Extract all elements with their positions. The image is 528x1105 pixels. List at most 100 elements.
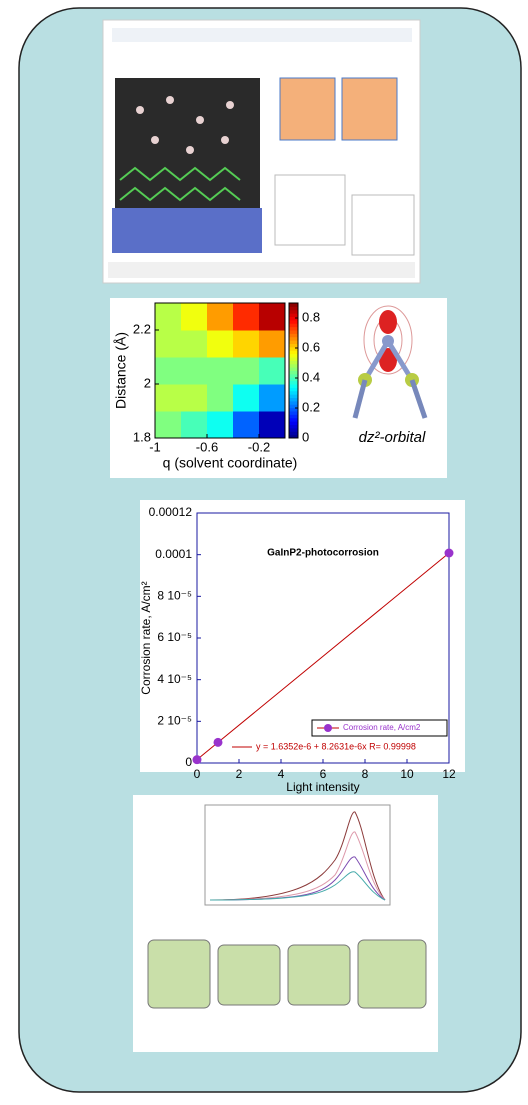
heat-cell	[181, 411, 208, 439]
heat-cell	[233, 330, 260, 358]
heat-cell	[155, 411, 182, 439]
heat-cell	[155, 330, 182, 358]
heat-cell	[207, 411, 234, 439]
x-tick-label: 6	[320, 767, 327, 781]
colorbar-tick-label: 0.4	[302, 369, 320, 384]
plot-frame	[154, 302, 286, 439]
colorbar-segment	[289, 394, 298, 398]
x-tick-label: 8	[362, 767, 369, 781]
heat-cell	[259, 303, 286, 331]
colorbar-segment	[289, 434, 298, 439]
colorbar-segment	[289, 309, 298, 314]
heat-cell	[181, 357, 208, 385]
y-tick-label: 4 10⁻⁵	[157, 672, 192, 686]
legend-label: Corrosion rate, A/cm2	[343, 723, 421, 732]
x-tick-label: -1	[149, 439, 161, 454]
x-tick-label: -0.6	[196, 439, 218, 454]
y-axis-label: Distance (Å)	[113, 332, 129, 409]
colorbar-segment	[289, 400, 298, 405]
heat-cell	[181, 303, 208, 331]
legend-box	[311, 719, 448, 737]
colorbar-segment	[289, 363, 298, 368]
colorbar-segment	[289, 373, 298, 378]
x-axis-label: Light intensity	[286, 780, 359, 794]
x-tick-label: 2	[236, 767, 243, 781]
colorbar-segment	[289, 417, 298, 422]
legend-marker	[324, 724, 332, 732]
caption: dz²-orbital	[359, 429, 426, 446]
data-point	[444, 548, 454, 558]
y-tick-label: 8 10⁻⁵	[157, 589, 192, 603]
heat-cell	[155, 357, 182, 385]
heat-cell	[233, 384, 260, 412]
y-axis-label: Corrosion rate, A/cm²	[139, 581, 153, 694]
colorbar-segment	[289, 353, 298, 358]
y-tick-label: 0	[185, 755, 192, 769]
x-tick-label: 4	[278, 767, 285, 781]
colorbar-segment	[289, 306, 298, 311]
colorbar-segment	[289, 360, 298, 365]
colorbar-segment	[289, 380, 298, 385]
y-tick-label: 2	[144, 375, 151, 390]
heat-cell	[155, 303, 182, 331]
colorbar-frame	[288, 302, 299, 439]
colorbar-segment	[289, 397, 298, 402]
colorbar-segment	[289, 303, 298, 307]
spectra-figure	[133, 795, 438, 1052]
colorbar-segment	[289, 367, 298, 371]
heat-cell	[181, 330, 208, 358]
chart-title: GaInP2-photocorrosion	[267, 548, 379, 559]
y-tick-label: 2.2	[133, 321, 151, 336]
colorbar-segment	[289, 377, 298, 382]
colorbar-segment	[289, 316, 298, 321]
colorbar-segment	[289, 387, 298, 392]
heat-cell	[259, 330, 286, 358]
heat-cell	[259, 411, 286, 439]
colorbar-segment	[289, 431, 298, 436]
heat-cell	[207, 357, 234, 385]
colorbar-segment	[289, 404, 298, 409]
annotation: y = 1.6352e-6 + 8.2631e-6x R= 0.99998	[256, 741, 416, 751]
colorbar-tick-label: 0.8	[302, 309, 320, 324]
x-tick-label: -0.2	[248, 439, 270, 454]
colorbar-segment	[289, 427, 298, 432]
data-point	[192, 755, 202, 765]
colorbar-segment	[289, 326, 298, 331]
y-tick-label: 1.8	[133, 429, 151, 444]
colorbar-segment	[289, 411, 298, 415]
heat-cell	[233, 411, 260, 439]
colorbar-segment	[289, 370, 298, 375]
colorbar-tick-label: 0.2	[302, 399, 320, 414]
heat-cell	[233, 303, 260, 331]
colorbar-segment	[289, 340, 298, 344]
x-tick-label: 10	[400, 767, 414, 781]
y-tick-label: 6 10⁻⁵	[157, 630, 192, 644]
colorbar-segment	[289, 319, 298, 324]
heat-cell	[259, 357, 286, 385]
heat-cell	[233, 357, 260, 385]
heat-cell	[207, 384, 234, 412]
colorbar-segment	[289, 390, 298, 395]
heat-cell	[207, 303, 234, 331]
colorbar-segment	[289, 343, 298, 348]
colorbar-segment	[289, 313, 298, 317]
y-tick-label: 0.0001	[155, 547, 192, 561]
colorbar-segment	[289, 350, 298, 355]
heat-cell	[181, 384, 208, 412]
colorbar-segment	[289, 346, 298, 351]
slide-thumbnail	[102, 19, 421, 284]
y-tick-label: 0.00012	[149, 505, 193, 519]
data-point	[213, 737, 223, 747]
colorbar-segment	[289, 333, 298, 338]
heat-cell	[259, 384, 286, 412]
colorbar-segment	[289, 414, 298, 419]
heatmap: -1 -0.6 -0.2 1.8 2 2.2 q (solvent coordinate) D…	[113, 302, 426, 471]
colorbar-segment	[289, 323, 298, 328]
colorbar-tick-label: 0.6	[302, 339, 320, 354]
colorbar-segment	[289, 424, 298, 429]
colorbar-tick-label: 0	[302, 429, 309, 444]
line-chart: 0 2 4 6 8 10 12 0 2 10⁻⁵ 4 10⁻⁵ 6 10⁻⁵ 8 10⁻⁵ 0.0001…	[139, 505, 456, 794]
y-tick-label: 2 10⁻⁵	[157, 714, 192, 728]
orbital-image	[352, 305, 428, 419]
